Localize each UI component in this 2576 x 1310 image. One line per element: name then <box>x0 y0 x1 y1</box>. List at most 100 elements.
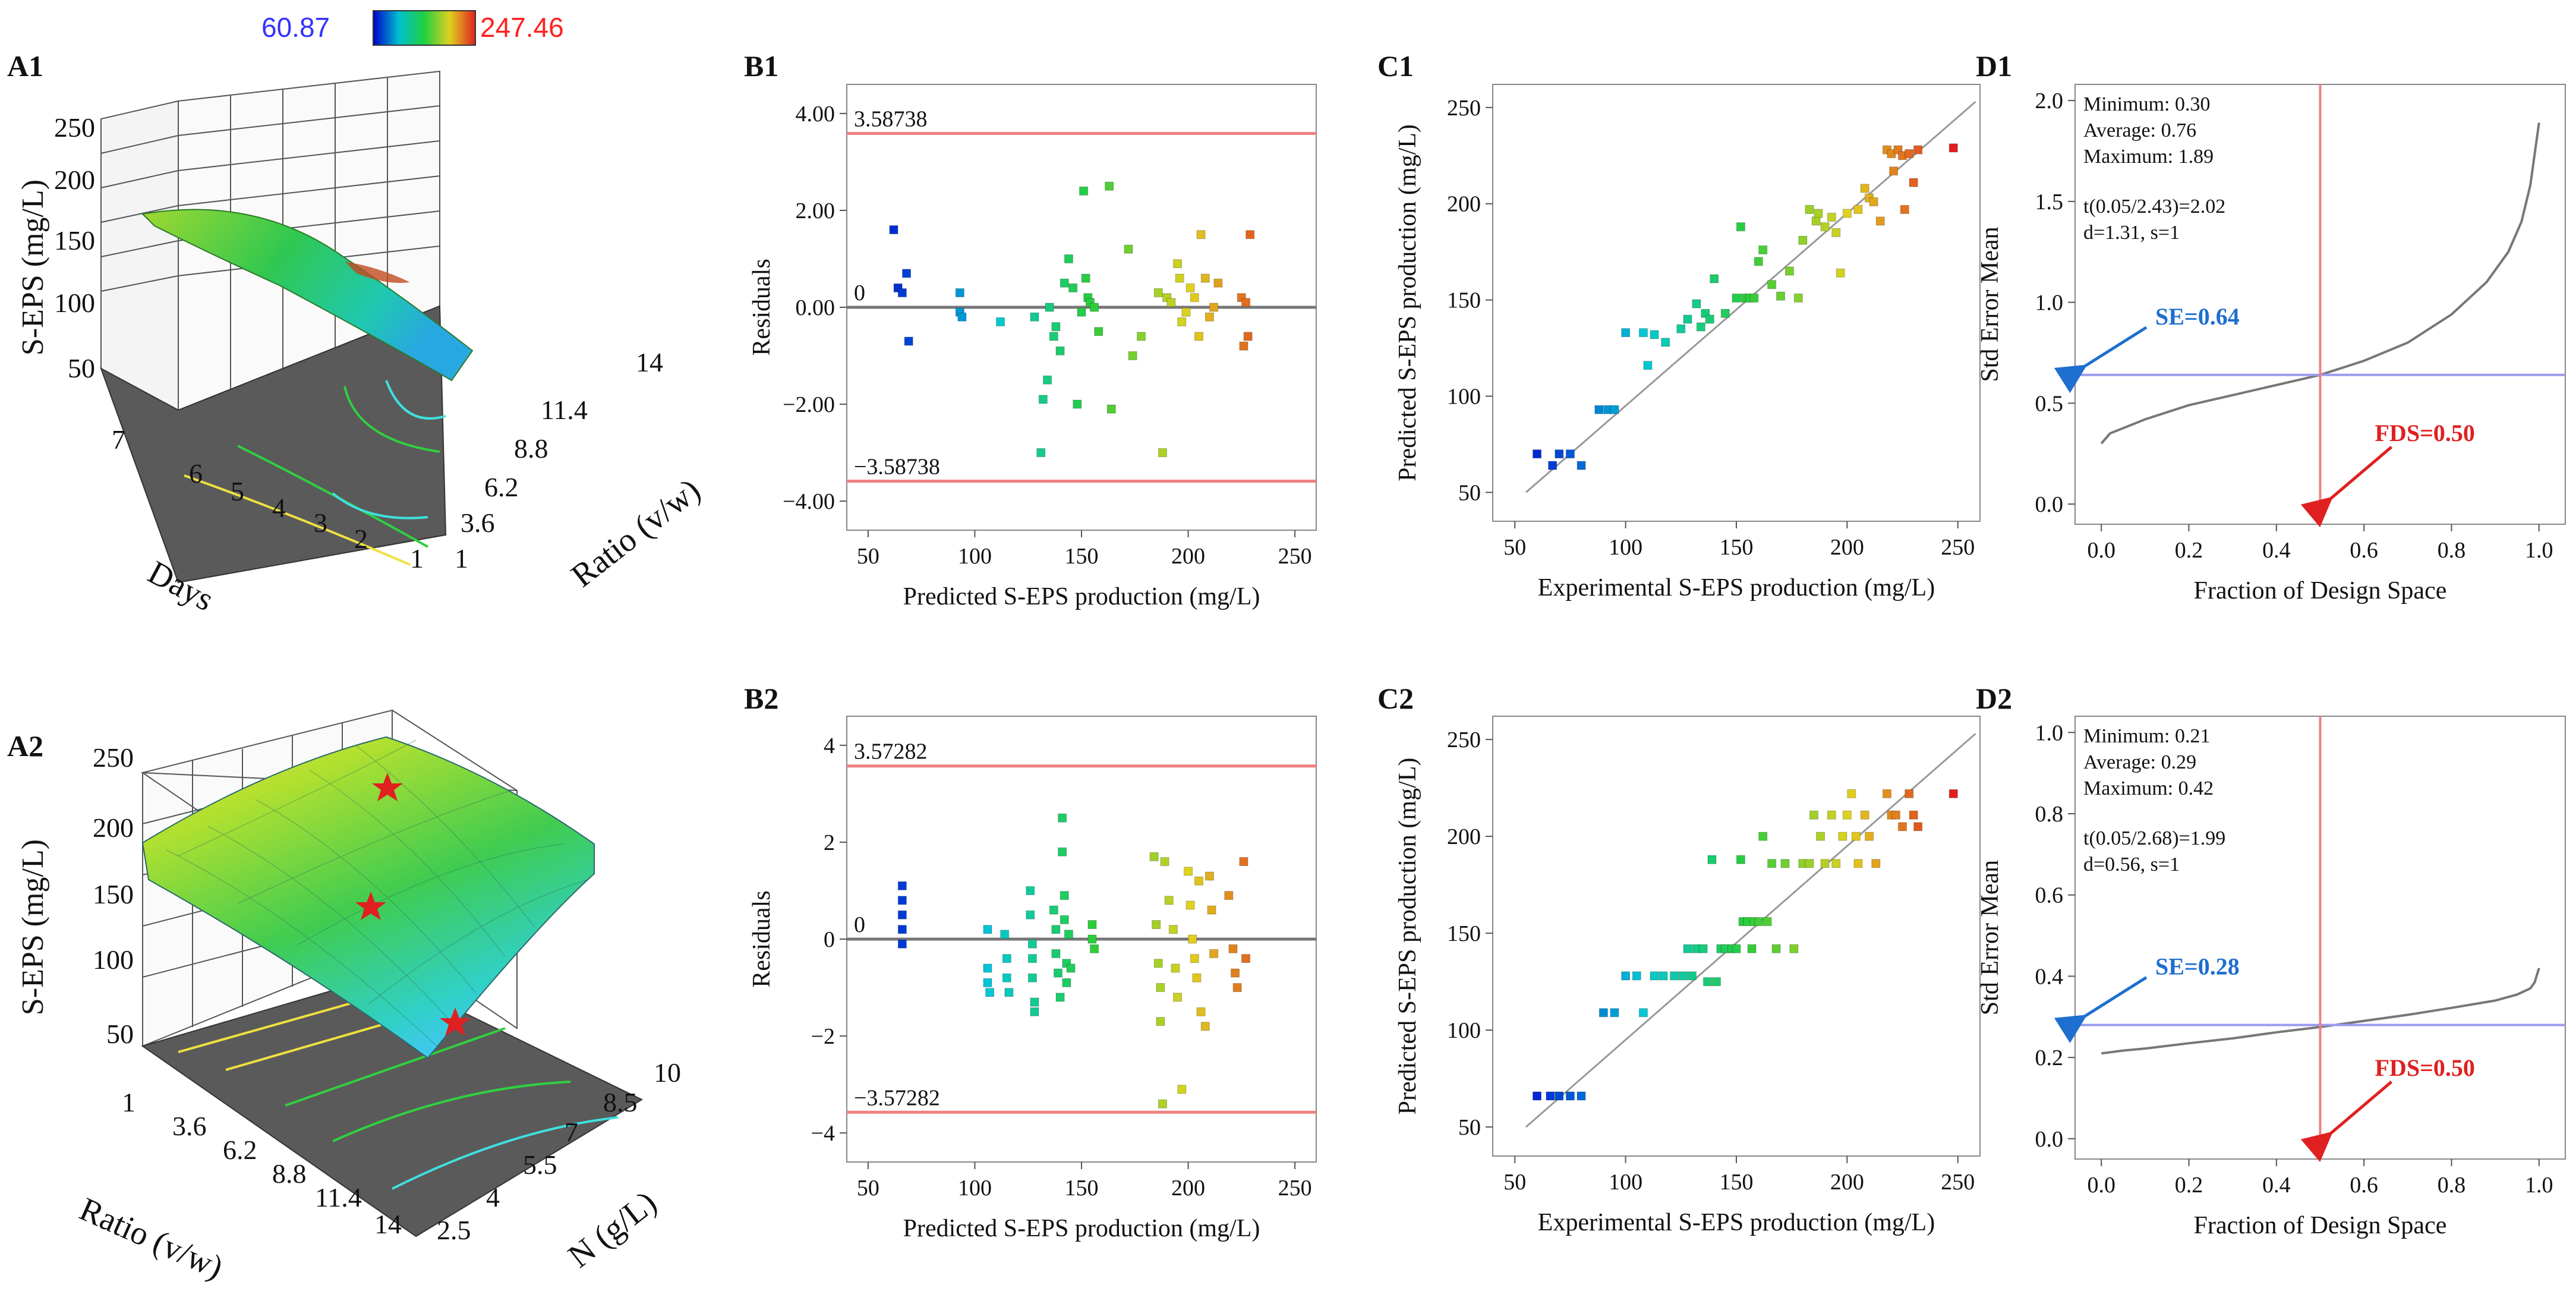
y-tick-label: 0.2 <box>2035 1046 2064 1070</box>
data-point <box>1060 278 1069 288</box>
data-point <box>1638 328 1648 338</box>
data-point <box>1847 789 1856 798</box>
data-point <box>1228 944 1238 953</box>
data-point <box>1577 1091 1586 1101</box>
data-point <box>1913 145 1923 155</box>
data-point <box>1661 338 1670 347</box>
data-point <box>1831 859 1841 868</box>
data-point <box>1816 832 1825 841</box>
x-tick-label: 0.0 <box>2087 538 2115 563</box>
data-point <box>897 910 907 919</box>
A2-response-surface <box>141 736 595 1059</box>
data-point <box>897 896 907 905</box>
data-point <box>1784 266 1794 276</box>
y-tick-label: 0 <box>824 927 835 952</box>
data-point <box>1882 789 1891 798</box>
data-point <box>1533 1091 1542 1101</box>
data-point <box>1030 997 1039 1007</box>
data-point <box>1243 332 1253 341</box>
stats-line: Average: 0.76 <box>2083 119 2196 141</box>
y-axis-title: Predicted S-EPS production (mg/L) <box>1394 124 1421 481</box>
data-point <box>1152 920 1161 930</box>
data-point <box>1820 222 1830 232</box>
reference-line-label: 0 <box>854 912 865 937</box>
x-tick-label: 100 <box>1609 535 1642 560</box>
stats-line: Minimum: 0.30 <box>2083 93 2210 115</box>
data-point <box>1767 280 1777 289</box>
data-point <box>1632 971 1641 981</box>
stats-line: t(0.05/2.68)=1.99 <box>2083 827 2225 849</box>
data-point <box>1705 314 1714 324</box>
x-tick-label: 0.2 <box>2175 538 2203 563</box>
A2-right-axis-label: N (g/L) <box>562 1184 664 1275</box>
panel-D1: D1 0.0 0.2 0.4 0.6 0.8 1.0 0.0 0.5 1.0 1.5 2.0 Frac… <box>1976 49 2566 604</box>
panel-label-B2: B2 <box>744 682 778 715</box>
data-point <box>955 288 964 298</box>
y-tick-label: 50 <box>1458 480 1481 505</box>
x-tick-label: 150 <box>1065 544 1099 569</box>
A1-response-surface <box>141 209 474 382</box>
data-point <box>1190 293 1199 303</box>
x-tick-label: 150 <box>1720 535 1754 560</box>
y-tick-label: 0.5 <box>2035 391 2064 416</box>
y-axis-title: Std Error Mean <box>1976 860 2004 1015</box>
data-point <box>1732 944 1741 953</box>
y-tick-label: −4.00 <box>783 489 835 514</box>
data-point <box>1710 274 1719 284</box>
colorbar-min-label: 60.87 <box>261 12 330 43</box>
data-point <box>897 925 907 934</box>
x-tick-label: 50 <box>857 1176 879 1201</box>
data-point <box>1000 930 1010 939</box>
data-point <box>1149 852 1159 861</box>
svg-text:250: 250 <box>54 112 95 143</box>
A2-left-ticks: 1 3.6 6.2 8.8 11.4 14 <box>122 1087 402 1239</box>
svg-text:4: 4 <box>272 493 286 523</box>
data-point <box>1036 448 1046 458</box>
data-point <box>1002 954 1011 963</box>
data-point <box>1030 1007 1039 1016</box>
data-point <box>1842 810 1852 820</box>
data-point <box>1811 216 1821 226</box>
svg-text:250: 250 <box>93 742 134 773</box>
x-tick-label: 250 <box>1278 544 1312 569</box>
x-tick-label: 200 <box>1171 544 1205 569</box>
data-point <box>1192 973 1202 983</box>
data-point <box>1598 1008 1608 1018</box>
y-tick-label: 1.0 <box>2035 720 2064 745</box>
chart-C2: 50 100 150 200 25050100150200250Experimental… <box>1394 716 1981 1236</box>
y-axis-title: Residuals <box>748 259 775 355</box>
data-point <box>1814 209 1823 218</box>
y-tick-label: 2.00 <box>796 199 835 223</box>
data-point <box>1638 1008 1648 1018</box>
A1-z-ticks: 250 200 150 100 50 <box>54 112 95 383</box>
x-tick-label: 150 <box>1065 1176 1099 1201</box>
svg-text:3.6: 3.6 <box>461 508 495 538</box>
data-point <box>1780 859 1790 868</box>
data-point <box>1200 273 1210 283</box>
y-tick-label: −2 <box>811 1024 835 1049</box>
data-point <box>1168 925 1178 934</box>
data-point <box>1696 322 1705 332</box>
se-label: SE=0.64 <box>2155 303 2240 330</box>
data-point <box>1853 859 1863 868</box>
stats-line: d=0.56, s=1 <box>2083 854 2180 876</box>
data-point <box>1720 308 1730 318</box>
data-point <box>1094 327 1103 336</box>
svg-text:8.8: 8.8 <box>272 1158 307 1189</box>
y-axis-title: Predicted S-EPS production (mg/L) <box>1394 758 1421 1115</box>
x-axis-title: Experimental S-EPS production (mg/L) <box>1538 1209 1935 1236</box>
data-point <box>1027 954 1037 963</box>
data-point <box>1106 404 1116 414</box>
data-point <box>1747 944 1757 953</box>
A2-left-axis-label: Ratio (v/w) <box>74 1191 229 1286</box>
svg-text:100: 100 <box>54 288 95 318</box>
svg-text:11.4: 11.4 <box>541 395 588 425</box>
svg-text:10: 10 <box>654 1057 681 1088</box>
data-point <box>1565 449 1575 459</box>
data-point <box>1820 859 1830 868</box>
data-point <box>1049 332 1058 341</box>
x-tick-label: 0.4 <box>2262 1173 2291 1198</box>
x-tick-label: 250 <box>1941 1170 1975 1195</box>
data-point <box>1156 983 1165 993</box>
data-point <box>1650 971 1659 981</box>
